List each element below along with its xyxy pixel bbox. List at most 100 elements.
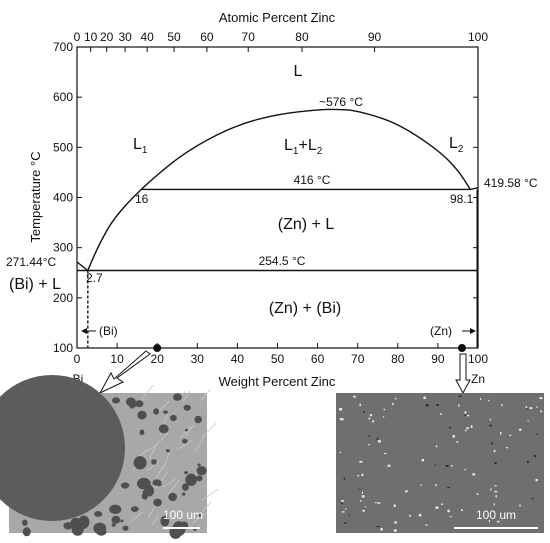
micro-left-streak-10: [155, 466, 164, 479]
micro-right-speck-84: [466, 427, 469, 430]
micro-left-particle-35: [22, 527, 31, 537]
micro-right-speck-86: [500, 432, 502, 435]
micro-right-speck-75: [449, 516, 452, 518]
micro-right-speck-11: [472, 473, 476, 476]
micro-right-speck-8: [467, 414, 470, 417]
bottom-tick-label-6: 60: [311, 352, 325, 366]
micro-right-speck-82: [342, 511, 345, 513]
top-tick-label-4: 40: [140, 30, 154, 44]
right-leader-arrow: [455, 353, 471, 395]
micro-left-streak-15: [139, 384, 154, 402]
top-axis-title: Atomic Percent Zinc: [219, 10, 336, 25]
micro-left-particle-11: [139, 429, 145, 436]
micro-right-speck-85: [360, 500, 362, 502]
composition-marker-0: [153, 344, 162, 352]
micro-right-speck-109: [488, 399, 490, 402]
micro-left-streak-4: [162, 452, 170, 469]
micro-left-particle-107: [182, 438, 188, 444]
micro-left-streak-1: [137, 447, 152, 458]
micro-right-speck-101: [374, 502, 378, 504]
monotectic-temp-label: 416 °C: [294, 173, 331, 187]
y-tick-label-3: 400: [53, 191, 73, 205]
micro-right-speck-76: [423, 396, 426, 399]
micro-right-speck-6: [357, 475, 360, 477]
right-liquidus-curve: [470, 187, 479, 191]
micro-left-particle-138: [98, 512, 103, 517]
bottom-tick-label-4: 40: [231, 352, 245, 366]
micro-right-speck-4: [368, 417, 371, 420]
bottom-tick-label-7: 70: [351, 352, 365, 366]
micro-left-particle-66: [130, 506, 139, 512]
left-leader-arrow: [98, 350, 151, 395]
micro-right-speck-66: [480, 397, 482, 400]
micro-right-speck-10: [377, 502, 381, 504]
micro-right-speck-30: [456, 441, 459, 443]
micro-left-streak-8: [194, 435, 206, 453]
miscibility-gap-curve: [140, 108, 471, 190]
micro-left-particle-128: [111, 523, 116, 527]
micro-right-speck-49: [383, 408, 385, 411]
micro-left-streak-11: [158, 400, 170, 412]
micro-right-speck-29: [527, 420, 529, 422]
micro-left-streak-19: [148, 446, 157, 460]
top-tick-label-5: 50: [167, 30, 181, 44]
bi-element-label: Bi: [73, 372, 84, 386]
micro-right-speck-57: [506, 447, 508, 449]
micro-left-particle-70: [96, 527, 107, 536]
micro-left-streak-6: [202, 489, 219, 501]
micro-right-speck-83: [387, 464, 391, 467]
micro-right-speck-42: [494, 462, 497, 465]
micro-right-speck-89: [339, 418, 343, 421]
micro-left-particle-78: [170, 414, 177, 422]
micro-left-streak-23: [167, 478, 181, 496]
micro-left-particle-39: [143, 484, 155, 497]
micro-left-streak-7: [152, 433, 168, 449]
micro-right-speck-99: [348, 514, 350, 517]
micro-left-particle-96: [185, 473, 197, 486]
micro-right-speck-37: [421, 458, 425, 462]
micro-left-streak-28: [191, 512, 207, 524]
micro-right-speck-78: [359, 403, 361, 406]
micro-right-speck-19: [464, 411, 467, 414]
micro-left-particle-69: [181, 492, 186, 496]
scalebar-left-label: 100 um: [163, 508, 204, 522]
micro-right-speck-25: [361, 473, 364, 477]
composition-markers: [153, 344, 466, 352]
bottom-tick-label-10: 100: [468, 352, 488, 366]
zn-melt-label: 419.58 °C: [484, 176, 538, 190]
micro-right-speck-27: [493, 503, 495, 506]
micro-right-speck-103: [526, 460, 529, 464]
micro-right-speck-70: [344, 522, 347, 524]
zn-element-label: Zn: [471, 372, 485, 386]
micro-right-speck-59: [491, 442, 493, 445]
micro-right-speck-5: [359, 488, 361, 490]
micro-right-speck-91: [395, 397, 397, 400]
composition-98-1-label: 98.1: [450, 192, 474, 206]
micro-right-speck-106: [519, 428, 522, 431]
micro-right-speck-87: [493, 449, 496, 453]
micro-left-streak-18: [146, 461, 160, 472]
micro-left-particle-92: [165, 449, 170, 453]
y-axis-title: Temperature °C: [28, 151, 43, 242]
zn-region-label: (Zn): [430, 324, 452, 338]
bottom-tick-label-1: 10: [110, 352, 124, 366]
micro-left-particle-94: [122, 525, 129, 531]
micro-right-speck-9: [436, 404, 439, 406]
bi-melt-label: 271.44°C: [6, 255, 57, 269]
micro-left-streak-17: [151, 516, 159, 526]
bi-plus-l-label: (Bi) + L: [9, 276, 61, 293]
micro-left-particle-29: [152, 479, 162, 486]
micro-right-speck-95: [494, 490, 498, 493]
top-tick-label-1: 10: [84, 30, 98, 44]
micro-right-speck-60: [435, 506, 439, 509]
top-axis-ticks: 0 10 20 30 40 50 60 70 80 90 100: [74, 30, 488, 52]
micro-right-speck-52: [435, 484, 437, 487]
micro-right-speck-33: [441, 503, 444, 505]
micro-left-particle-67: [196, 466, 207, 476]
micro-right-speck-40: [531, 497, 534, 500]
micrograph-left: [0, 375, 219, 539]
micro-left-particle-102: [168, 492, 178, 502]
left-axis-ticks: 100 200 300 400 500 600 700: [53, 40, 478, 355]
micro-right-speck-80: [393, 504, 396, 507]
micro-right-speck-14: [392, 402, 394, 405]
